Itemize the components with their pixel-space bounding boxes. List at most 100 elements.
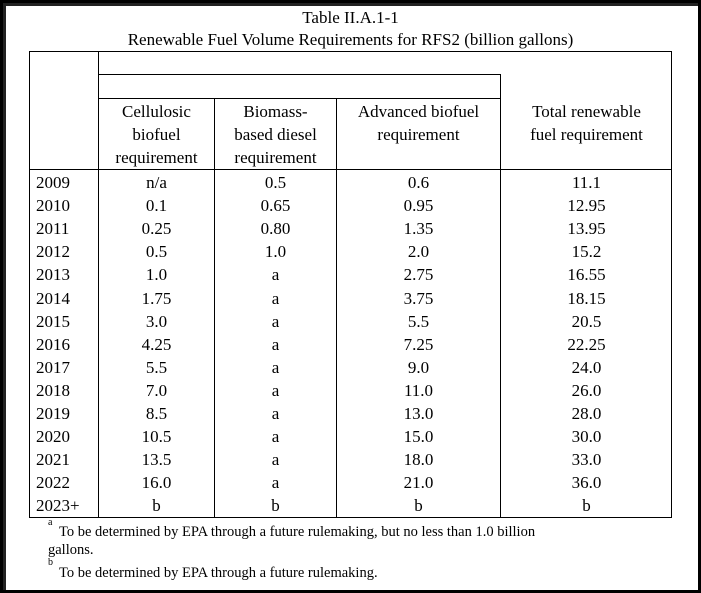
row-year: 2014 <box>36 289 70 308</box>
table-cell: a <box>271 289 280 308</box>
table-cell: b <box>414 496 423 515</box>
table-cell: 2.0 <box>407 242 430 261</box>
table-cell: 15.2 <box>571 242 602 261</box>
table-cell: 33.0 <box>571 450 602 469</box>
table-cell: 1.0 <box>264 242 287 261</box>
table-cell: a <box>271 381 280 400</box>
header-line: biofuel <box>132 125 181 144</box>
col-divider-1 <box>98 51 99 518</box>
table-cell: 9.0 <box>407 358 430 377</box>
table-cell: 13.95 <box>567 219 606 238</box>
header-biomass: Biomass- based diesel requirement <box>215 100 336 169</box>
row-year: 2023+ <box>36 496 80 515</box>
header-total: Total renewable fuel requirement <box>501 100 672 146</box>
table-cell: 7.25 <box>403 335 434 354</box>
header-line: Total renewable <box>532 102 641 121</box>
header-line: requirement <box>234 148 317 167</box>
table-cell: 8.5 <box>145 404 168 423</box>
table-cell: 16.0 <box>141 473 172 492</box>
table-cell: 12.95 <box>567 196 606 215</box>
table-cell: 22.25 <box>567 335 606 354</box>
table-cell: 0.1 <box>145 196 168 215</box>
row-year: 2013 <box>36 265 70 284</box>
header-line: Advanced biofuel <box>357 102 480 121</box>
col-divider-2 <box>214 98 215 518</box>
row-year: 2009 <box>36 173 70 192</box>
table-cell: a <box>271 335 280 354</box>
table-cell: a <box>271 427 280 446</box>
table-cell: a <box>271 265 280 284</box>
table-cell: 1.35 <box>403 219 434 238</box>
table-cell: 18.15 <box>567 289 606 308</box>
row-year: 2021 <box>36 450 70 469</box>
table-cell: 0.25 <box>141 219 172 238</box>
table-cell: 3.75 <box>403 289 434 308</box>
header-bottom-rule <box>29 169 672 170</box>
table-cell: a <box>271 450 280 469</box>
header-line: fuel requirement <box>530 125 643 144</box>
table-cell: 3.0 <box>145 312 168 331</box>
header-line: requirement <box>115 148 198 167</box>
table-cell: 15.0 <box>403 427 434 446</box>
footnote-b-text: To be determined by EPA through a future… <box>59 565 378 581</box>
table-cell: b <box>582 496 591 515</box>
table-cell: a <box>271 473 280 492</box>
table-cell: 7.0 <box>145 381 168 400</box>
table-cell: 0.5 <box>264 173 287 192</box>
footnote-a-line1: To be determined by EPA through a future… <box>59 524 536 540</box>
table-cell: 10.5 <box>141 427 172 446</box>
table-cell: 0.80 <box>260 219 291 238</box>
table-cell: a <box>271 312 280 331</box>
header-advanced: Advanced biofuel requirement <box>337 100 500 146</box>
row-year: 2022 <box>36 473 70 492</box>
header-top-rule <box>98 74 500 75</box>
table-cell: 24.0 <box>571 358 602 377</box>
header-line: Biomass- <box>243 102 308 121</box>
table-cell: 30.0 <box>571 427 602 446</box>
header-line: requirement <box>377 125 460 144</box>
table-title: Table II.A.1-1 <box>302 8 399 27</box>
table-cell: 11.0 <box>403 381 434 400</box>
table-cell: 16.55 <box>567 265 606 284</box>
table-cell: 1.0 <box>145 265 168 284</box>
table-cell: a <box>271 404 280 423</box>
header-cellulosic: Cellulosic biofuel requirement <box>99 100 214 169</box>
table-cell: 5.5 <box>407 312 430 331</box>
row-year: 2019 <box>36 404 70 423</box>
table-cell: 0.65 <box>260 196 291 215</box>
row-year: 2012 <box>36 242 70 261</box>
header-line: Cellulosic <box>122 102 191 121</box>
table-cell: 2.75 <box>403 265 434 284</box>
table-cell: 36.0 <box>571 473 602 492</box>
table-cell: b <box>271 496 280 515</box>
table-cell: 18.0 <box>403 450 434 469</box>
table-cell: n/a <box>146 173 167 192</box>
table-cell: 0.5 <box>145 242 168 261</box>
footnote-a-mark: a <box>48 517 53 528</box>
table-cell: 0.6 <box>407 173 430 192</box>
table-cell: 28.0 <box>571 404 602 423</box>
table-cell: a <box>271 358 280 377</box>
table-cell: 20.5 <box>571 312 602 331</box>
table-cell: 4.25 <box>141 335 172 354</box>
table-subtitle: Renewable Fuel Volume Requirements for R… <box>127 30 574 49</box>
row-year: 2018 <box>36 381 70 400</box>
table-cell: 21.0 <box>403 473 434 492</box>
col-divider-4 <box>500 74 501 518</box>
header-group-rule <box>98 98 500 99</box>
footnote-b-mark: b <box>48 557 53 568</box>
row-year: 2011 <box>36 219 70 238</box>
table-cell: b <box>152 496 161 515</box>
table-cell: 13.5 <box>141 450 172 469</box>
table-cell: 0.95 <box>403 196 434 215</box>
row-year: 2016 <box>36 335 70 354</box>
row-year: 2017 <box>36 358 70 377</box>
table-cell: 5.5 <box>145 358 168 377</box>
table-cell: 1.75 <box>141 289 172 308</box>
row-year: 2015 <box>36 312 70 331</box>
table-cell: 11.1 <box>571 173 602 192</box>
footnote-a-line2: gallons. <box>48 542 94 558</box>
row-year: 2020 <box>36 427 70 446</box>
table-cell: 13.0 <box>403 404 434 423</box>
